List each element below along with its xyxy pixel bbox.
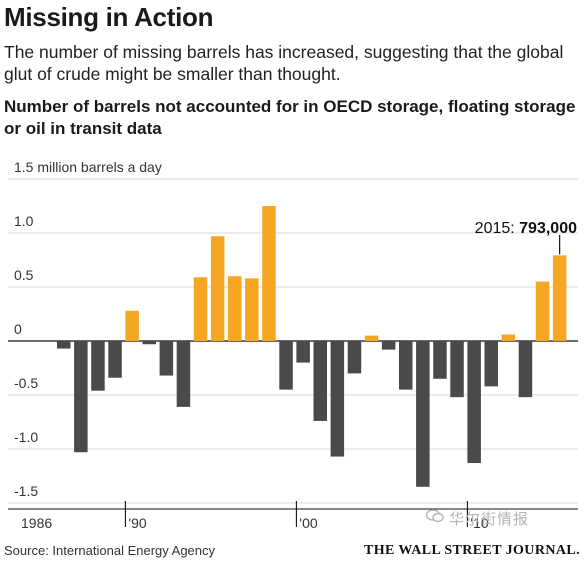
y-tick-label: 1.5 million barrels a day	[14, 159, 162, 175]
bar	[296, 341, 310, 363]
bar	[228, 276, 242, 341]
bar	[210, 236, 225, 341]
bar	[262, 206, 276, 341]
y-tick-label: -0.5	[14, 375, 38, 391]
y-tick-label: 0.5	[14, 267, 34, 283]
bar-chart: 1.5 million barrels a day 1.0 0.5 0 -0.5 -1.0…	[8, 159, 578, 531]
bar	[159, 341, 174, 376]
bar	[125, 310, 139, 341]
bars	[57, 206, 567, 487]
x-tick-label: 1986	[21, 515, 52, 531]
chart-title: Number of barrels not accounted for in O…	[4, 97, 576, 138]
bar	[330, 341, 345, 457]
bar	[381, 341, 396, 350]
y-tick-label: -1.5	[14, 483, 38, 499]
bar	[108, 341, 122, 378]
bar	[347, 341, 362, 374]
bar	[484, 341, 498, 387]
bar	[313, 341, 327, 421]
bar	[279, 341, 293, 390]
y-tick-label: 0	[14, 321, 22, 337]
subtitle: The number of missing barrels has increa…	[4, 42, 564, 84]
bar	[399, 341, 413, 390]
bar	[176, 341, 191, 407]
watermark: 华尔街情报	[449, 511, 530, 528]
bar	[467, 341, 481, 464]
bar	[91, 341, 105, 391]
bar	[245, 278, 259, 341]
bar	[450, 341, 464, 398]
publisher-logo: THE WALL STREET JOURNAL.	[363, 543, 580, 558]
bar	[501, 334, 516, 341]
x-tick-label: '10	[470, 515, 488, 531]
bar	[57, 341, 71, 349]
annotation: 2015: 793,000	[475, 220, 577, 255]
x-tick-label: '00	[299, 515, 317, 531]
y-axis-labels: 1.5 million barrels a day 1.0 0.5 0 -0.5 -1.0…	[14, 159, 162, 499]
source-note: Source: International Energy Agency	[4, 543, 216, 558]
bar	[552, 255, 567, 341]
bar	[364, 335, 379, 341]
y-tick-label: 1.0	[14, 213, 34, 229]
annotation-prefix: 2015:	[475, 220, 519, 237]
annotation-label: 2015: 793,000	[475, 220, 577, 237]
bar	[193, 277, 208, 341]
bar	[433, 341, 447, 379]
wechat-icon	[426, 509, 444, 523]
annotation-value: 793,000	[519, 220, 577, 237]
bar	[535, 281, 550, 341]
bar	[518, 341, 533, 398]
bar	[142, 341, 156, 345]
bar	[74, 341, 88, 453]
bar	[416, 341, 430, 487]
y-tick-label: -1.0	[14, 429, 38, 445]
x-axis: 1986 '90 '00 '10	[8, 501, 578, 531]
page-title: Missing in Action	[4, 2, 214, 32]
x-tick-label: '90	[128, 515, 146, 531]
